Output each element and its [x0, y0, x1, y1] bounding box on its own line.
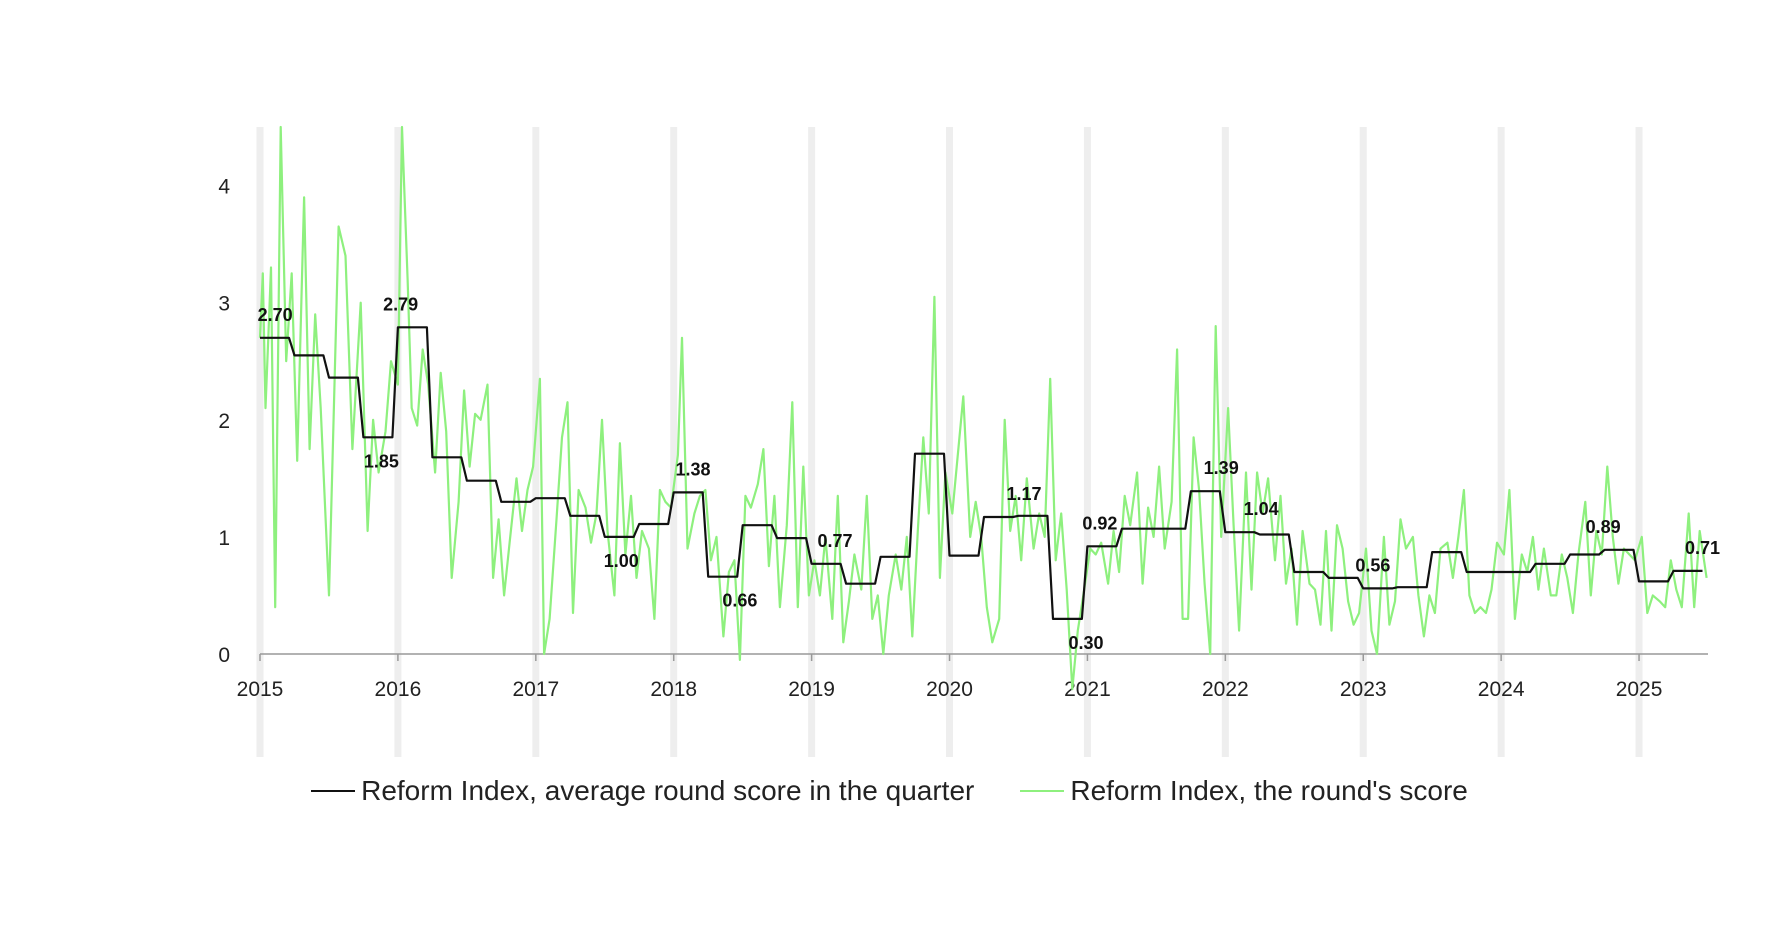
data-label-1.17: 1.17	[1006, 484, 1041, 504]
series-line-round-score	[258, 125, 1708, 691]
year-band-2023	[1359, 127, 1367, 757]
data-label-2.70: 2.70	[258, 305, 293, 325]
year-band-2019	[808, 127, 816, 757]
year-band-2016	[394, 127, 402, 757]
legend-label-round: Reform Index, the round's score	[1070, 775, 1468, 806]
legend: Reform Index, average round score in the…	[0, 775, 1779, 807]
y-tick-label-2: 2	[218, 410, 230, 433]
x-tick-label-2018: 2018	[650, 678, 697, 701]
data-label-0.77: 0.77	[818, 531, 853, 551]
data-label-0.66: 0.66	[722, 591, 757, 611]
data-labels: 2.70 2.79 1.85 1.38 1.00 0.66 0.77 1.17 0.92 0.30…	[258, 294, 1720, 653]
data-label-0.92: 0.92	[1082, 513, 1117, 533]
x-tick-label-2025: 2025	[1616, 678, 1663, 701]
data-label-1.38: 1.38	[675, 459, 710, 479]
legend-swatch-round	[1020, 790, 1065, 792]
year-band-2024	[1497, 127, 1505, 757]
data-label-2.79: 2.79	[383, 294, 418, 314]
x-tick-label-2022: 2022	[1202, 678, 1249, 701]
data-label-1.00: 1.00	[604, 551, 639, 571]
data-label-0.56: 0.56	[1355, 555, 1390, 575]
legend-swatch-average	[311, 790, 356, 792]
data-label-1.85: 1.85	[364, 451, 399, 471]
x-tick-label-2023: 2023	[1340, 678, 1387, 701]
data-label-0.89: 0.89	[1586, 517, 1621, 537]
y-tick-label-4: 4	[218, 176, 230, 199]
year-band-2020	[946, 127, 954, 757]
year-band-2025	[1635, 127, 1643, 757]
legend-item-average: Reform Index, average round score in the…	[311, 775, 974, 807]
year-bands	[256, 127, 1643, 757]
x-axis: 2015 2016 2017 2018 2019 2020 2021 2022 2023 2024…	[237, 653, 1708, 701]
y-tick-label-1: 1	[218, 527, 230, 550]
x-tick-label-2017: 2017	[512, 678, 559, 701]
year-band-2021	[1083, 127, 1091, 757]
data-label-0.71: 0.71	[1685, 538, 1720, 558]
x-tick-label-2015: 2015	[237, 678, 284, 701]
y-tick-label-0: 0	[218, 644, 230, 667]
x-tick-label-2024: 2024	[1478, 678, 1525, 701]
x-tick-label-2021: 2021	[1064, 678, 1111, 701]
series-line-quarter-average	[260, 326, 1703, 621]
x-tick-label-2019: 2019	[788, 678, 835, 701]
data-label-1.39: 1.39	[1204, 458, 1239, 478]
year-band-2018	[670, 127, 678, 757]
legend-label-average: Reform Index, average round score in the…	[361, 775, 975, 806]
x-tick-label-2016: 2016	[375, 678, 422, 701]
y-axis: 0 1 2 3 4	[218, 176, 230, 667]
y-tick-label-3: 3	[218, 293, 230, 316]
data-label-0.30: 0.30	[1069, 633, 1104, 653]
legend-item-round: Reform Index, the round's score	[1020, 775, 1468, 807]
x-tick-label-2020: 2020	[926, 678, 973, 701]
series-layer	[258, 125, 1708, 691]
data-label-1.04: 1.04	[1244, 499, 1279, 519]
year-band-2015	[256, 127, 264, 757]
